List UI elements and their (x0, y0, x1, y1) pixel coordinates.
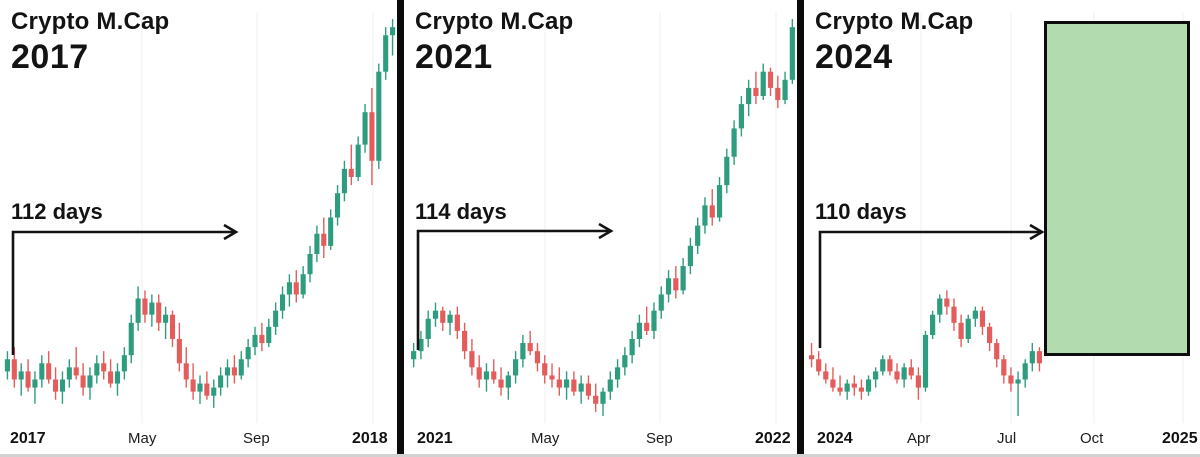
x-axis-2024: 2024 Apr Jul Oct 2025 (804, 430, 1200, 452)
panel-year: 2024 (815, 37, 893, 76)
panel-title: Crypto M.Cap (11, 8, 170, 35)
days-annotation-label: 112 days (11, 199, 103, 224)
duration-arrow (818, 230, 1042, 348)
panel-divider (397, 0, 404, 457)
panel-title-block: Crypto M.Cap 2024 (815, 9, 973, 76)
candlestick-chart-2021 (411, 12, 795, 423)
panel-title-block: Crypto M.Cap 2017 (11, 9, 169, 76)
panel-2021: Crypto M.Cap 2021 114 days 2021 May Sep 202… (404, 0, 797, 457)
x-axis-tick: 2022 (755, 430, 791, 447)
panel-2017: Crypto M.Cap 2017 112 days 2017 May Sep 201… (0, 0, 397, 457)
hidden-future-highlight-box (1044, 21, 1190, 356)
x-axis-tick: 2024 (817, 430, 853, 447)
panel-year: 2017 (11, 37, 89, 76)
x-axis-tick: Sep (243, 430, 270, 447)
panel-year: 2021 (415, 37, 493, 76)
x-axis-tick: May (128, 430, 157, 447)
x-axis-tick: 2021 (417, 430, 453, 447)
panel-title: Crypto M.Cap (815, 8, 974, 35)
panel-title: Crypto M.Cap (415, 8, 574, 35)
x-axis-tick: Jul (997, 430, 1017, 447)
panel-title-block: Crypto M.Cap 2021 (415, 9, 573, 76)
candlestick-chart-2024 (808, 12, 1184, 423)
duration-arrow (11, 230, 236, 355)
x-axis-tick: 2018 (352, 430, 388, 447)
bottom-edge-line (0, 454, 1200, 457)
x-axis-tick: 2025 (1162, 430, 1198, 447)
x-axis-tick: May (531, 430, 560, 447)
days-annotation-label: 114 days (415, 199, 507, 224)
x-axis-tick: Apr (907, 430, 931, 447)
days-annotation-label: 110 days (815, 199, 907, 224)
panel-2024: Crypto M.Cap 2024 110 days 2024 Apr Jul Oct… (804, 0, 1200, 457)
x-axis-tick: Oct (1080, 430, 1104, 447)
duration-arrow (416, 229, 611, 350)
x-axis-tick: 2017 (10, 430, 46, 447)
x-axis-2021: 2021 May Sep 2022 (404, 430, 797, 452)
candlestick-chart-2017 (4, 12, 396, 423)
panel-divider (797, 0, 804, 457)
x-axis-2017: 2017 May Sep 2018 (0, 430, 397, 452)
x-axis-tick: Sep (646, 430, 673, 447)
